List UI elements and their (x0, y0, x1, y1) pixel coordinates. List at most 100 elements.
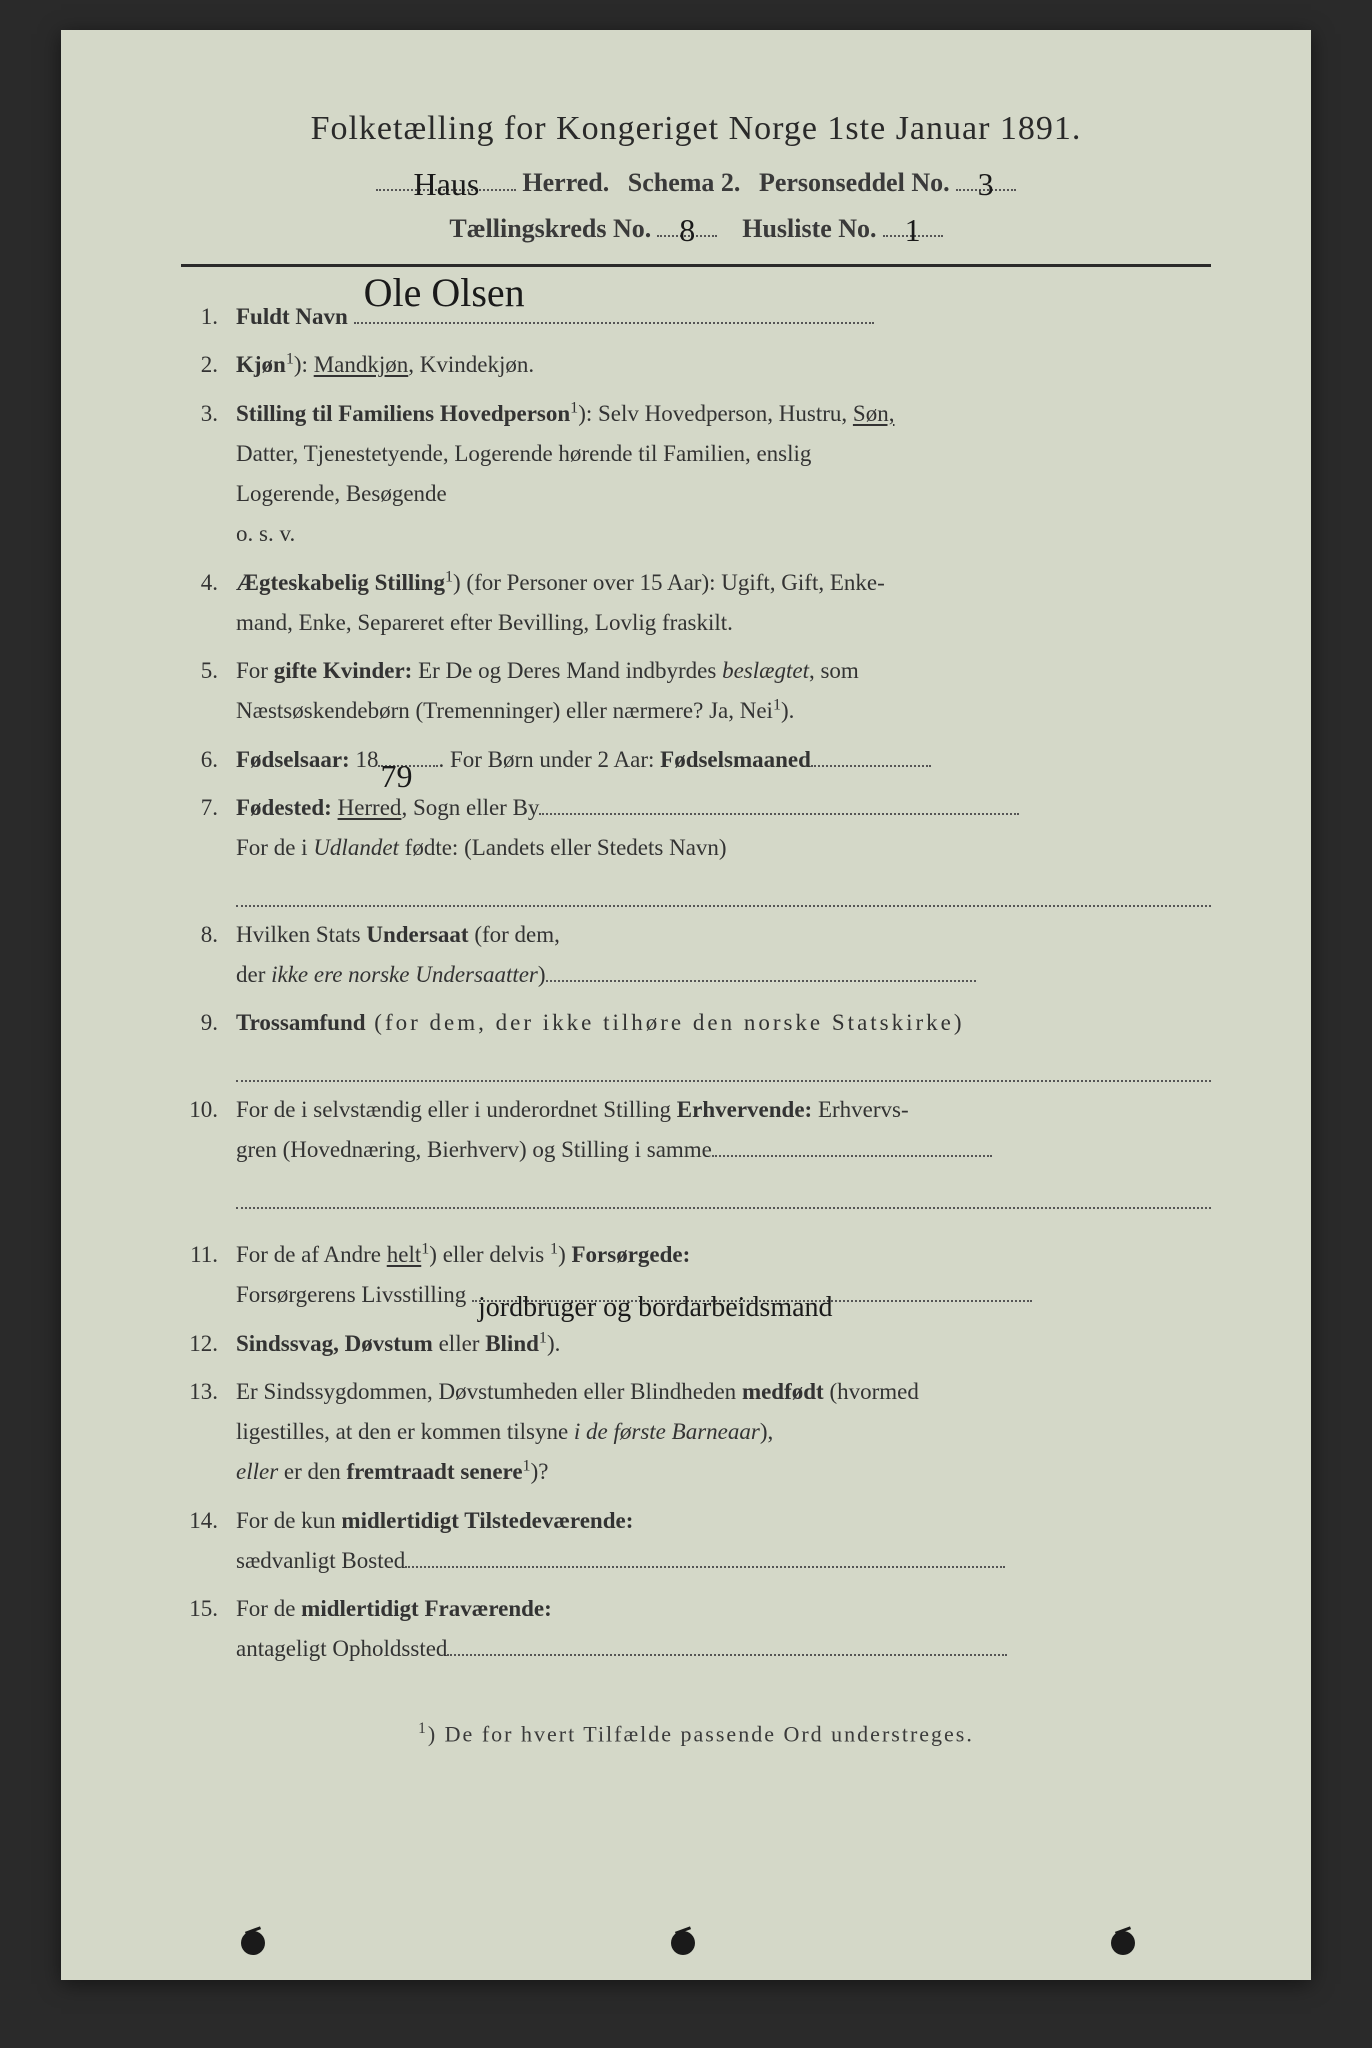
birthplace-field (539, 792, 1019, 815)
italic-text: ikke ere norske Undersaatter (271, 962, 538, 987)
field-label: Fødested: (236, 795, 332, 820)
row-num: 9. (181, 1003, 236, 1043)
field-label: Ægteskabelig Stilling (236, 570, 445, 595)
row-num: 2. (181, 345, 236, 385)
row-num: 11. (181, 1235, 236, 1275)
text: For (236, 658, 274, 683)
row-content: For gifte Kvinder: Er De og Deres Mand i… (236, 651, 1211, 732)
row-content: Hvilken Stats Undersaat (for dem, der ik… (236, 915, 1211, 996)
name-handwriting: Ole Olsen (364, 258, 525, 328)
text: For de af Andre (236, 1242, 387, 1267)
bold-text: medfødt (742, 1379, 824, 1404)
whereabouts-field (447, 1633, 1007, 1656)
provider-handwriting: jordbruger og bordarbeidsmand (478, 1283, 833, 1304)
row-7: 7. Fødested: Herred, Sogn eller By For d… (181, 788, 1211, 907)
row-9: 9. Trossamfund (for dem, der ikke tilhør… (181, 1003, 1211, 1082)
field-label: Stilling til Familiens Hovedperson (236, 401, 570, 426)
text: , Kvindekjøn. (408, 352, 534, 377)
row-content: Kjøn1): Mandkjøn, Kvindekjøn. (236, 345, 1211, 385)
text: fødte: (Landets eller Stedets Navn) (399, 835, 727, 860)
row-content: Stilling til Familiens Hovedperson1): Se… (236, 394, 1211, 555)
footnote-ref: 1 (445, 568, 453, 585)
text: ligestilles, at den er kommen tilsyne (236, 1419, 574, 1444)
row-content: Ægteskabelig Stilling1) (for Personer ov… (236, 563, 1211, 644)
text: eller (433, 1331, 485, 1356)
footnote-ref: 1 (550, 1240, 558, 1257)
census-form-paper: Folketælling for Kongeriget Norge 1ste J… (61, 30, 1311, 1980)
text: sædvanligt Bosted (236, 1548, 405, 1573)
italic-text: i de første Barneaar (574, 1419, 760, 1444)
field-label: Trossamfund (236, 1010, 366, 1035)
provider-field: jordbruger og bordarbeidsmand (472, 1279, 1032, 1302)
text: ), (760, 1419, 773, 1444)
text: Er Sindssygdommen, Døvstumheden eller Bl… (236, 1379, 742, 1404)
row-4: 4. Ægteskabelig Stilling1) (for Personer… (181, 563, 1211, 644)
selected-option: Mandkjøn (314, 352, 409, 377)
field-label: Sindssvag, Døvstum (236, 1331, 433, 1356)
text: ). (781, 698, 794, 723)
name-field: Ole Olsen (354, 301, 874, 324)
form-title: Folketælling for Kongeriget Norge 1ste J… (181, 110, 1211, 148)
text: ): Selv Hovedperson, Hustru, (578, 401, 853, 426)
herred-field: Haus (376, 162, 516, 191)
text: Hvilken Stats (236, 922, 366, 947)
footnote: 1) De for hvert Tilfælde passende Ord un… (181, 1720, 1211, 1747)
dotted-line (236, 1048, 1211, 1083)
year-handwriting: 79 (380, 748, 412, 769)
header-line-2: Tællingskreds No. 8 Husliste No. 1 (181, 208, 1211, 244)
header-line-1: Haus Herred. Schema 2. Personseddel No. … (181, 162, 1211, 198)
row-11: 11. For de af Andre helt1) eller delvis … (181, 1235, 1211, 1316)
citizenship-field (546, 959, 976, 982)
text: , Sogn eller By (401, 795, 539, 820)
field-label: Undersaat (366, 922, 468, 947)
footnote-text: ) De for hvert Tilfælde passende Ord und… (428, 1721, 974, 1746)
text: Forsørgerens Livsstilling (236, 1282, 466, 1307)
text: ). (547, 1331, 560, 1356)
field-label: Fødselsaar: (236, 747, 350, 772)
text: ) (538, 962, 546, 987)
text: Erhvervs- (812, 1097, 908, 1122)
husliste-label: Husliste No. (742, 214, 876, 244)
row-13: 13. Er Sindssygdommen, Døvstumheden elle… (181, 1372, 1211, 1493)
selected-option: Herred (338, 795, 402, 820)
punch-hole-icon (241, 1931, 265, 1955)
text: , som (809, 658, 859, 683)
row-num: 1. (181, 297, 236, 337)
row-content: Fødested: Herred, Sogn eller By For de i… (236, 788, 1211, 907)
text: Datter, Tjenestetyende, Logerende hørend… (236, 441, 811, 466)
text: ): (294, 352, 314, 377)
dotted-line (236, 872, 1211, 907)
row-content: Er Sindssygdommen, Døvstumheden eller Bl… (236, 1372, 1211, 1493)
field-label: Fødselsmaaned (660, 747, 811, 772)
row-content: Trossamfund (for dem, der ikke tilhøre d… (236, 1003, 1211, 1082)
text: For de (236, 1596, 301, 1621)
row-num: 10. (181, 1090, 236, 1130)
text: For de kun (236, 1508, 341, 1533)
row-10: 10. For de i selvstændig eller i underor… (181, 1090, 1211, 1209)
text: gren (Hovednæring, Bierhverv) og Stillin… (236, 1137, 712, 1162)
field-label: Forsørgede: (571, 1242, 690, 1267)
month-field (811, 744, 931, 767)
text: mand, Enke, Separeret efter Bevilling, L… (236, 610, 733, 635)
footnote-ref: 1 (539, 1329, 547, 1346)
row-content: For de midlertidigt Fraværende: antageli… (236, 1589, 1211, 1670)
selected-option: helt (387, 1242, 422, 1267)
text: (for dem, der ikke tilhøre den norske St… (366, 1010, 965, 1035)
field-label: Blind (485, 1331, 539, 1356)
text: . For Børn under 2 Aar: (438, 747, 660, 772)
footnote-ref: 1 (286, 351, 294, 368)
text: Næstsøskendebørn (Tremenninger) eller næ… (236, 698, 773, 723)
row-num: 15. (181, 1589, 236, 1629)
occupation-field (712, 1134, 992, 1157)
text: For de i selvstændig eller i underordnet… (236, 1097, 677, 1122)
text: o. s. v. (236, 521, 295, 546)
field-label: midlertidigt Fraværende: (301, 1596, 552, 1621)
field-label: Erhvervende: (677, 1097, 812, 1122)
text: der (236, 962, 271, 987)
footnote-ref: 1 (773, 697, 781, 714)
text: ) eller delvis (429, 1242, 550, 1267)
selected-option: Søn, (853, 401, 895, 426)
row-2: 2. Kjøn1): Mandkjøn, Kvindekjøn. (181, 345, 1211, 385)
text: antageligt Opholdssted (236, 1636, 447, 1661)
field-label: midlertidigt Tilstedeværende: (341, 1508, 633, 1533)
